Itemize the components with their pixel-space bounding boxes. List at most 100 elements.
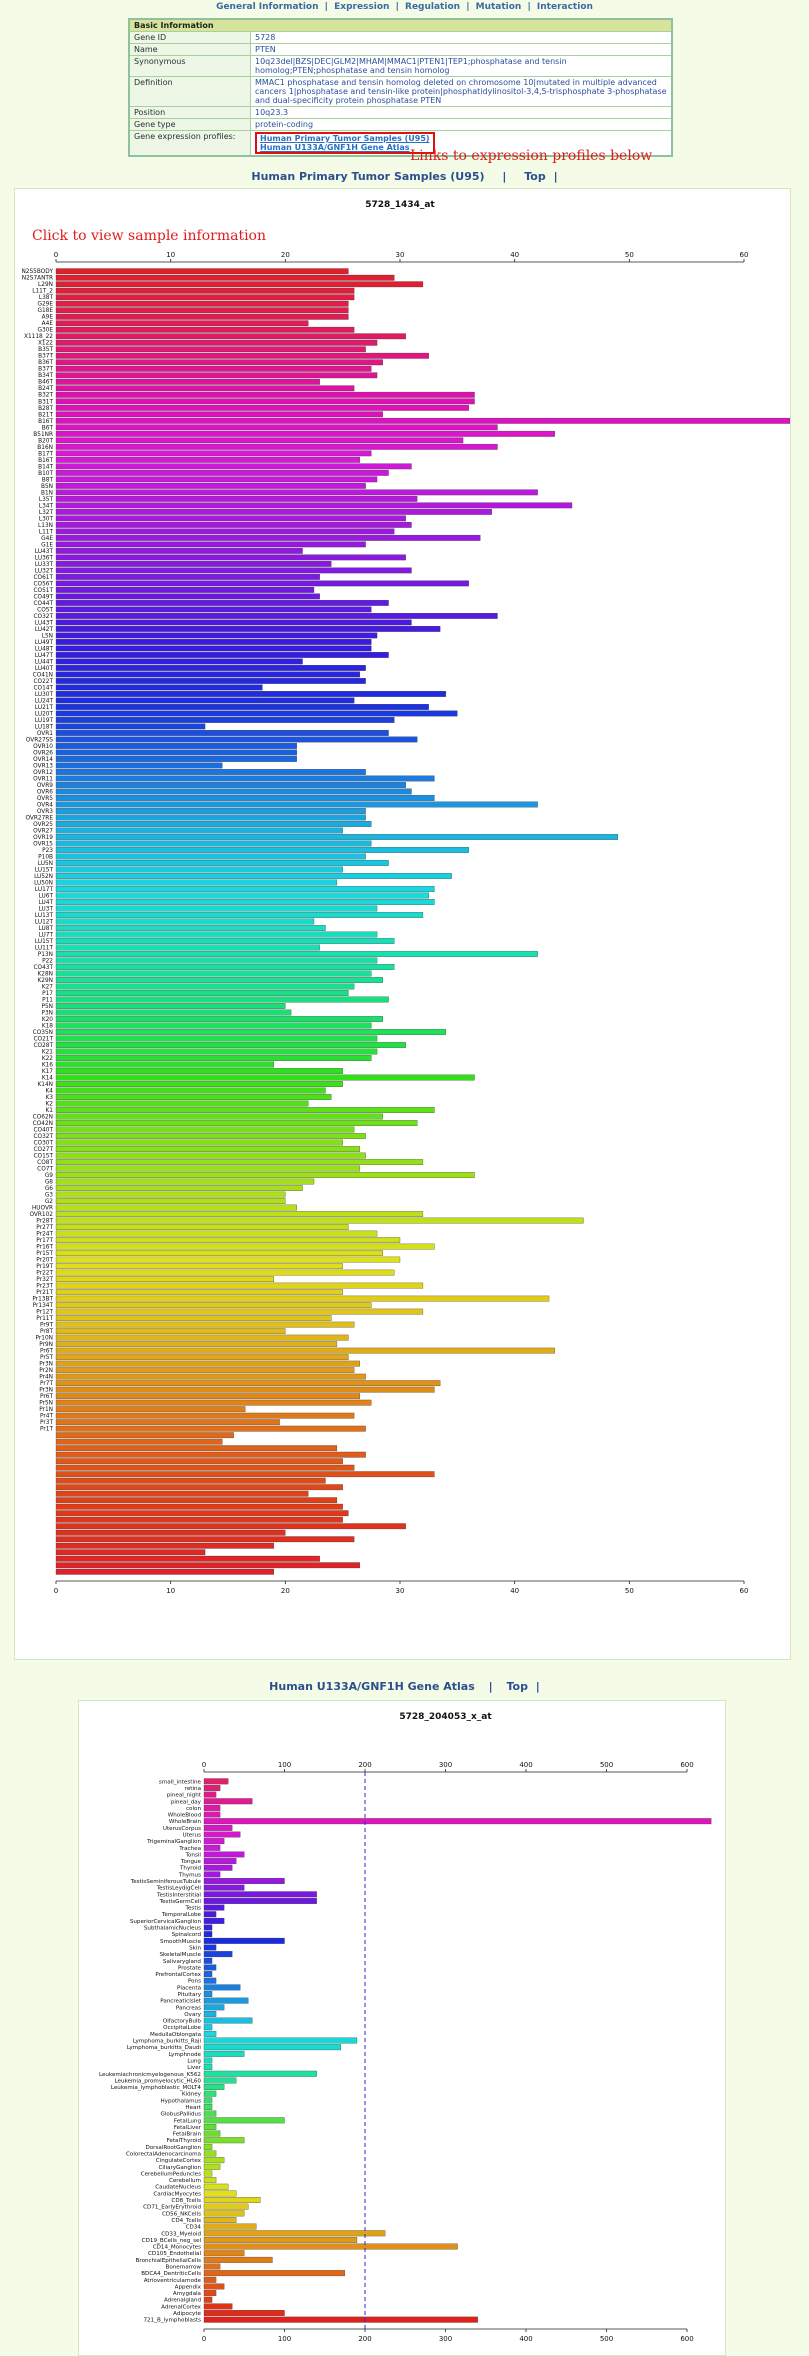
category-label: K2 xyxy=(46,1102,54,1108)
bar xyxy=(55,1490,309,1497)
bar xyxy=(55,1165,361,1172)
bar xyxy=(55,1484,343,1491)
category-label: OVR3 xyxy=(37,809,53,815)
nav-mutation[interactable]: Mutation xyxy=(475,2,522,12)
category-label: Pr4T xyxy=(40,1414,53,1420)
bar xyxy=(55,1100,309,1107)
bar xyxy=(55,964,395,970)
category-label: Amygdala xyxy=(173,2291,201,2297)
bar xyxy=(55,1477,326,1484)
category-label: Hypothalamus xyxy=(160,2098,201,2104)
bar xyxy=(55,346,366,353)
section2-top-link[interactable]: Top xyxy=(506,1680,528,1693)
bar xyxy=(55,1354,349,1361)
bar xyxy=(203,2017,253,2024)
bar xyxy=(55,678,366,684)
bar xyxy=(55,372,378,379)
category-label: K14N xyxy=(37,1082,53,1088)
bar xyxy=(55,632,378,639)
bar xyxy=(203,2011,217,2017)
x-tick-label: 600 xyxy=(680,2335,693,2343)
category-label: Placenta xyxy=(177,1985,201,1991)
bar xyxy=(55,300,349,307)
nav-expression[interactable]: Expression xyxy=(334,2,390,12)
bar xyxy=(203,2004,225,2011)
bar xyxy=(55,1438,223,1445)
bar xyxy=(55,1555,320,1562)
bar xyxy=(203,2050,245,2057)
nav-general-information[interactable]: General Information xyxy=(216,2,319,12)
category-label: P3N xyxy=(41,1010,53,1016)
bar xyxy=(203,2057,213,2064)
category-label: colon xyxy=(186,1806,201,1812)
category-label: CD33_Myeloid xyxy=(161,2231,201,2237)
bar xyxy=(203,2097,213,2104)
category-label: SkeletalMuscle xyxy=(159,1952,201,1958)
bar xyxy=(55,1302,372,1309)
x-tick-label: 20 xyxy=(281,251,290,259)
category-label: Pr16T xyxy=(36,1245,53,1251)
bar xyxy=(55,547,303,554)
bar xyxy=(203,2157,225,2164)
category-label: CO8T xyxy=(37,1160,53,1166)
section2-title[interactable]: Human U133A/GNF1H Gene Atlas xyxy=(269,1680,475,1693)
bar xyxy=(55,775,435,782)
category-label: OVR1 xyxy=(37,731,53,737)
category-label: Pr1T xyxy=(40,1427,53,1433)
category-label: B28T xyxy=(38,406,53,412)
category-label: B16N xyxy=(37,445,53,451)
category-label: DorsalRootGanglion xyxy=(145,2145,201,2151)
x-tick-label: 200 xyxy=(358,1761,371,1769)
bar xyxy=(55,1315,332,1322)
bar xyxy=(203,1838,225,1845)
category-label: LU4T xyxy=(39,900,54,906)
bar xyxy=(55,860,389,866)
bar xyxy=(55,1328,286,1335)
category-label: CO21T xyxy=(33,1036,53,1042)
bar xyxy=(203,2030,217,2037)
bar xyxy=(55,1432,234,1439)
bar xyxy=(55,1380,441,1387)
bar xyxy=(55,1042,406,1048)
nav-regulation[interactable]: Regulation xyxy=(405,2,461,12)
category-label: Uterus xyxy=(183,1832,202,1838)
bar xyxy=(203,2263,221,2270)
category-label: Spinalcord xyxy=(172,1932,202,1938)
bar xyxy=(55,1250,383,1257)
bar xyxy=(55,1224,349,1230)
bar xyxy=(55,1289,343,1296)
bar xyxy=(55,795,435,801)
category-label: LU30T xyxy=(35,692,54,698)
section1-heading: Human Primary Tumor Samples (U95) | Top … xyxy=(251,170,558,183)
bar xyxy=(203,1831,241,1838)
bar xyxy=(55,1516,343,1523)
category-label: TestisInterstitial xyxy=(156,1892,201,1898)
bar xyxy=(55,1341,338,1348)
bar xyxy=(55,853,366,860)
category-label: pineal_night xyxy=(167,1793,202,1799)
category-label: CO51T xyxy=(33,588,53,594)
section1-top-link[interactable]: Top xyxy=(524,170,546,183)
link-u133a-gnf1h-atlas[interactable]: Human U133A/GNF1H Gene Atlas xyxy=(260,143,410,152)
category-label: Tonsil xyxy=(185,1852,202,1858)
nav-interaction[interactable]: Interaction xyxy=(536,2,593,12)
category-label: G2 xyxy=(45,1199,53,1205)
category-label: K17 xyxy=(42,1069,53,1075)
bar xyxy=(203,1971,213,1978)
category-label: LU48T xyxy=(35,646,54,652)
category-label: LU12T xyxy=(35,919,54,925)
category-label: Pancreas xyxy=(176,2005,201,2011)
section2-heading: Human U133A/GNF1H Gene Atlas | Top | xyxy=(269,1680,540,1693)
bar xyxy=(203,2084,225,2090)
category-label: CD56_NKCells xyxy=(162,2211,201,2217)
link-primary-tumor-u95[interactable]: Human Primary Tumor Samples (U95) xyxy=(260,134,430,143)
category-label: Pr7T xyxy=(40,1381,53,1387)
bar xyxy=(55,1035,378,1042)
bar xyxy=(55,957,378,964)
section1-title[interactable]: Human Primary Tumor Samples (U95) xyxy=(251,170,485,183)
category-label: B46T xyxy=(38,380,53,386)
bar xyxy=(203,2077,237,2084)
bar xyxy=(55,847,469,853)
bar xyxy=(55,1360,361,1367)
bar xyxy=(203,1911,217,1918)
